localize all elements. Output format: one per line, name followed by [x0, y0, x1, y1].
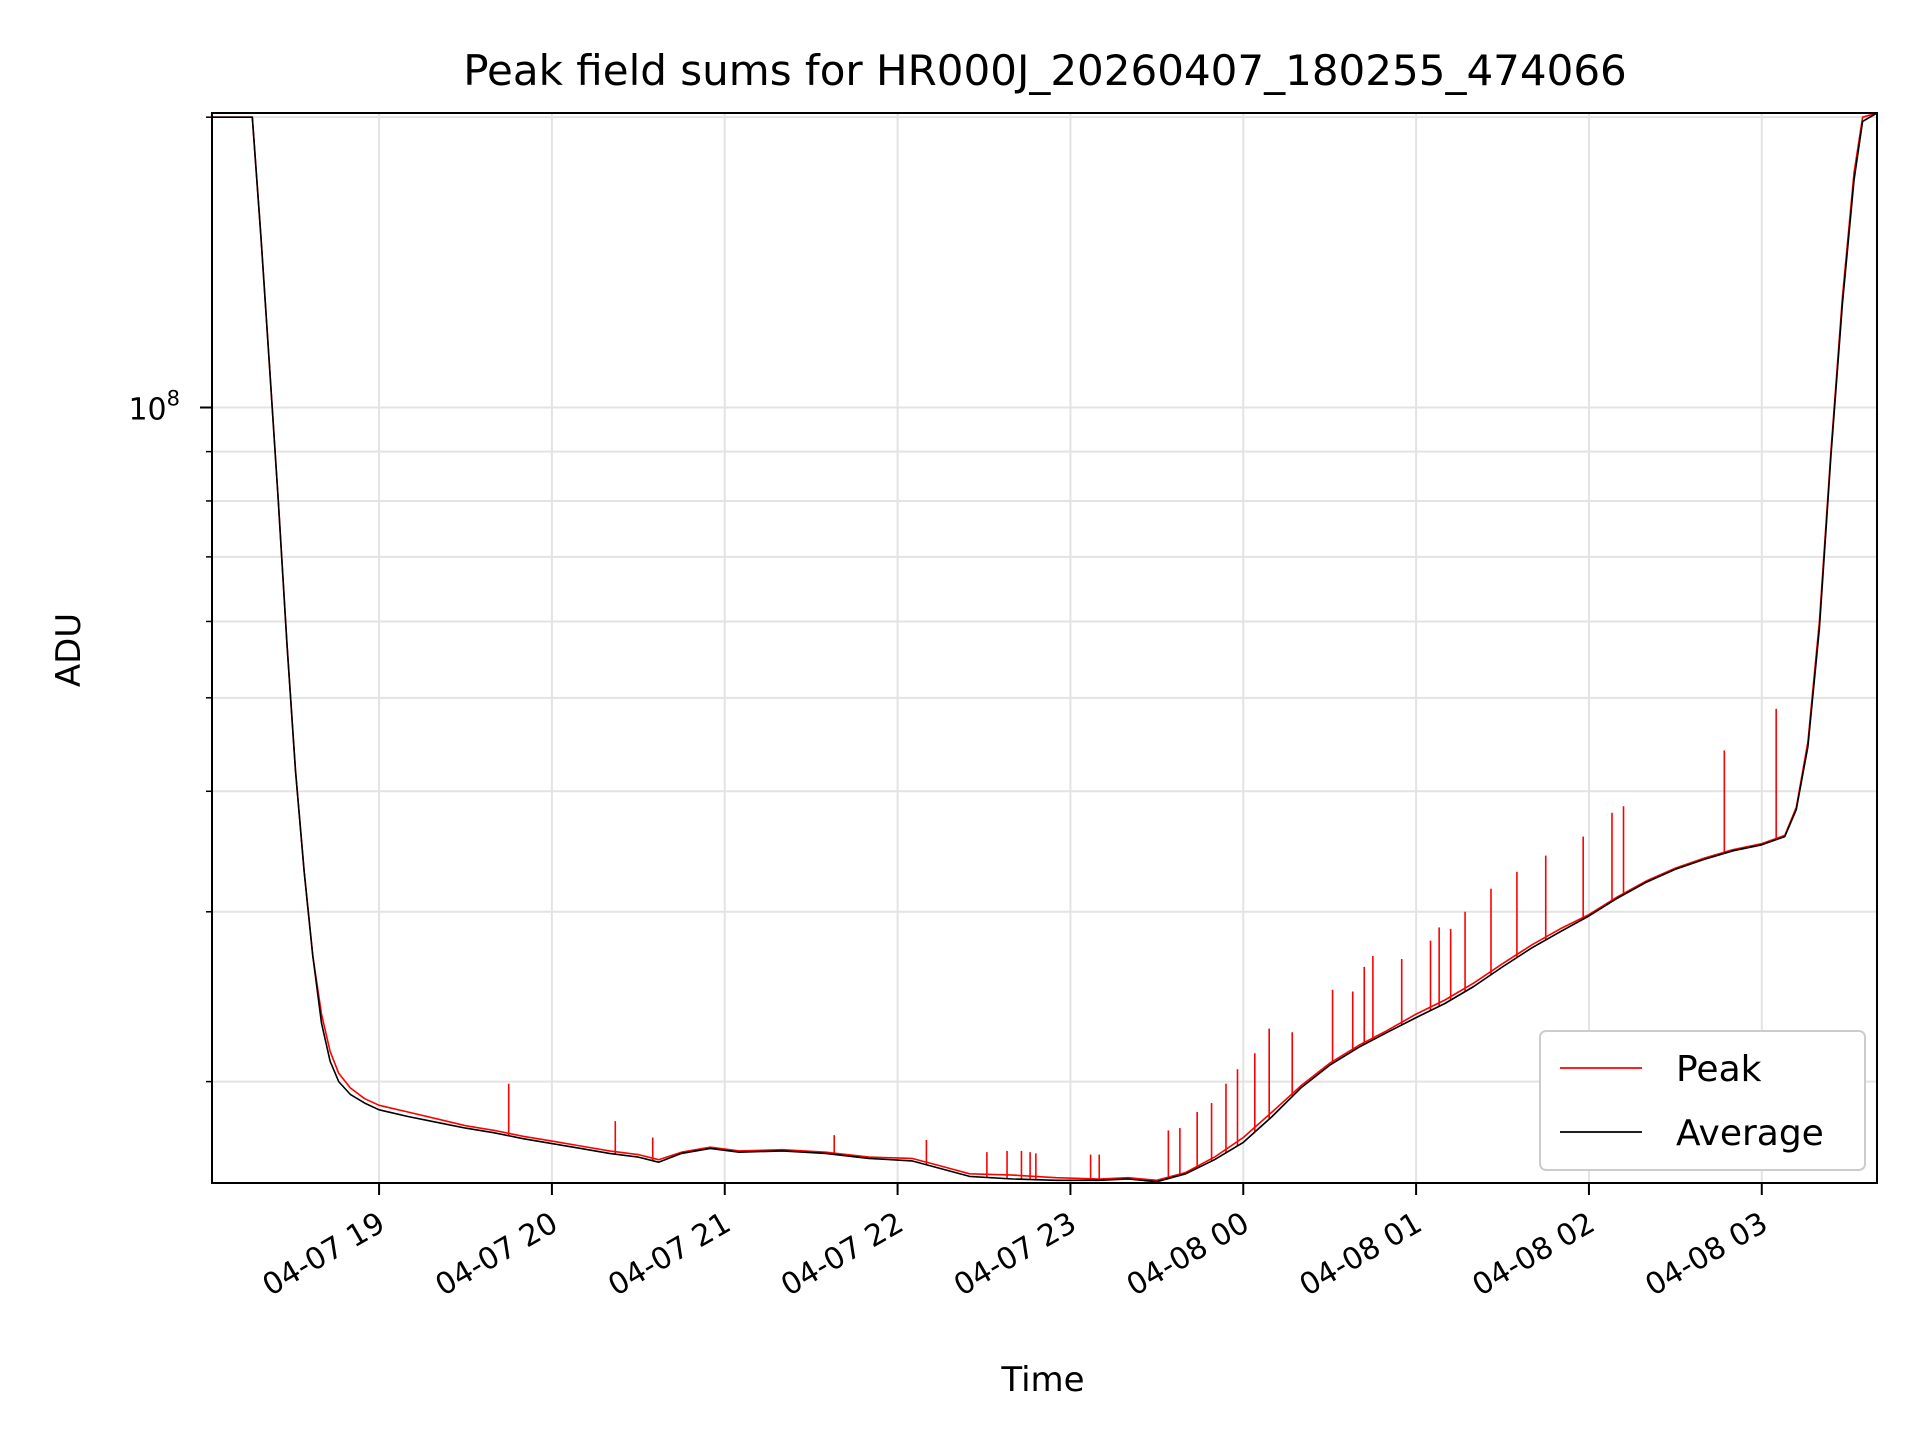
grid-lines	[212, 113, 1877, 1183]
legend-box	[1539, 1030, 1866, 1171]
y-tick-label: 108	[128, 386, 180, 427]
series-line-peak	[212, 112, 1878, 1182]
chart-title: Peak field sums for HR000J_20260407_1802…	[463, 46, 1627, 95]
plot-frame	[211, 112, 1878, 1184]
legend-label: Average	[1676, 1113, 1824, 1154]
y-axis: 108	[128, 116, 212, 1083]
y-axis-title: ADU	[49, 613, 89, 687]
legend-label: Peak	[1676, 1049, 1762, 1090]
legend: Peak Average	[1539, 1030, 1866, 1171]
series-layer	[212, 112, 1878, 1183]
x-axis-title: Time	[1000, 1360, 1084, 1400]
series-line-average	[212, 112, 1878, 1183]
